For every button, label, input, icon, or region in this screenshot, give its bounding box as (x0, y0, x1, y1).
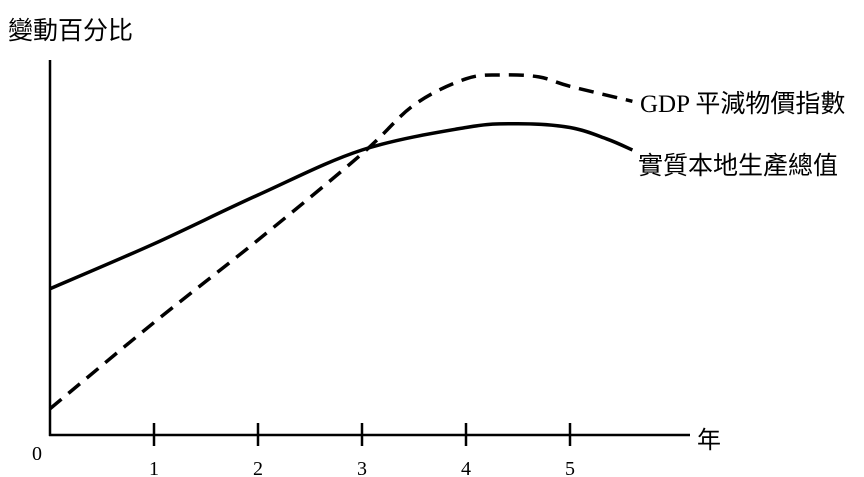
series-label-real-gdp: 實質本地生產總值 (638, 152, 838, 180)
x-tick-label-2: 2 (253, 458, 263, 477)
series-label-gdp-deflator: GDP 平減物價指數 (640, 90, 845, 118)
series-lines (48, 73, 634, 411)
x-tick-label-4: 4 (461, 458, 471, 477)
origin-label: 0 (32, 443, 42, 465)
x-axis-ticks: 1 2 3 4 5 (149, 423, 575, 477)
series-line-real-gdp (49, 122, 634, 291)
x-tick-label-3: 3 (357, 458, 367, 477)
y-axis-label: 變動百分比 (8, 17, 133, 45)
x-tick-label-1: 1 (149, 458, 159, 477)
x-axis-label: 年 (697, 427, 721, 454)
x-tick-label-5: 5 (565, 458, 575, 477)
